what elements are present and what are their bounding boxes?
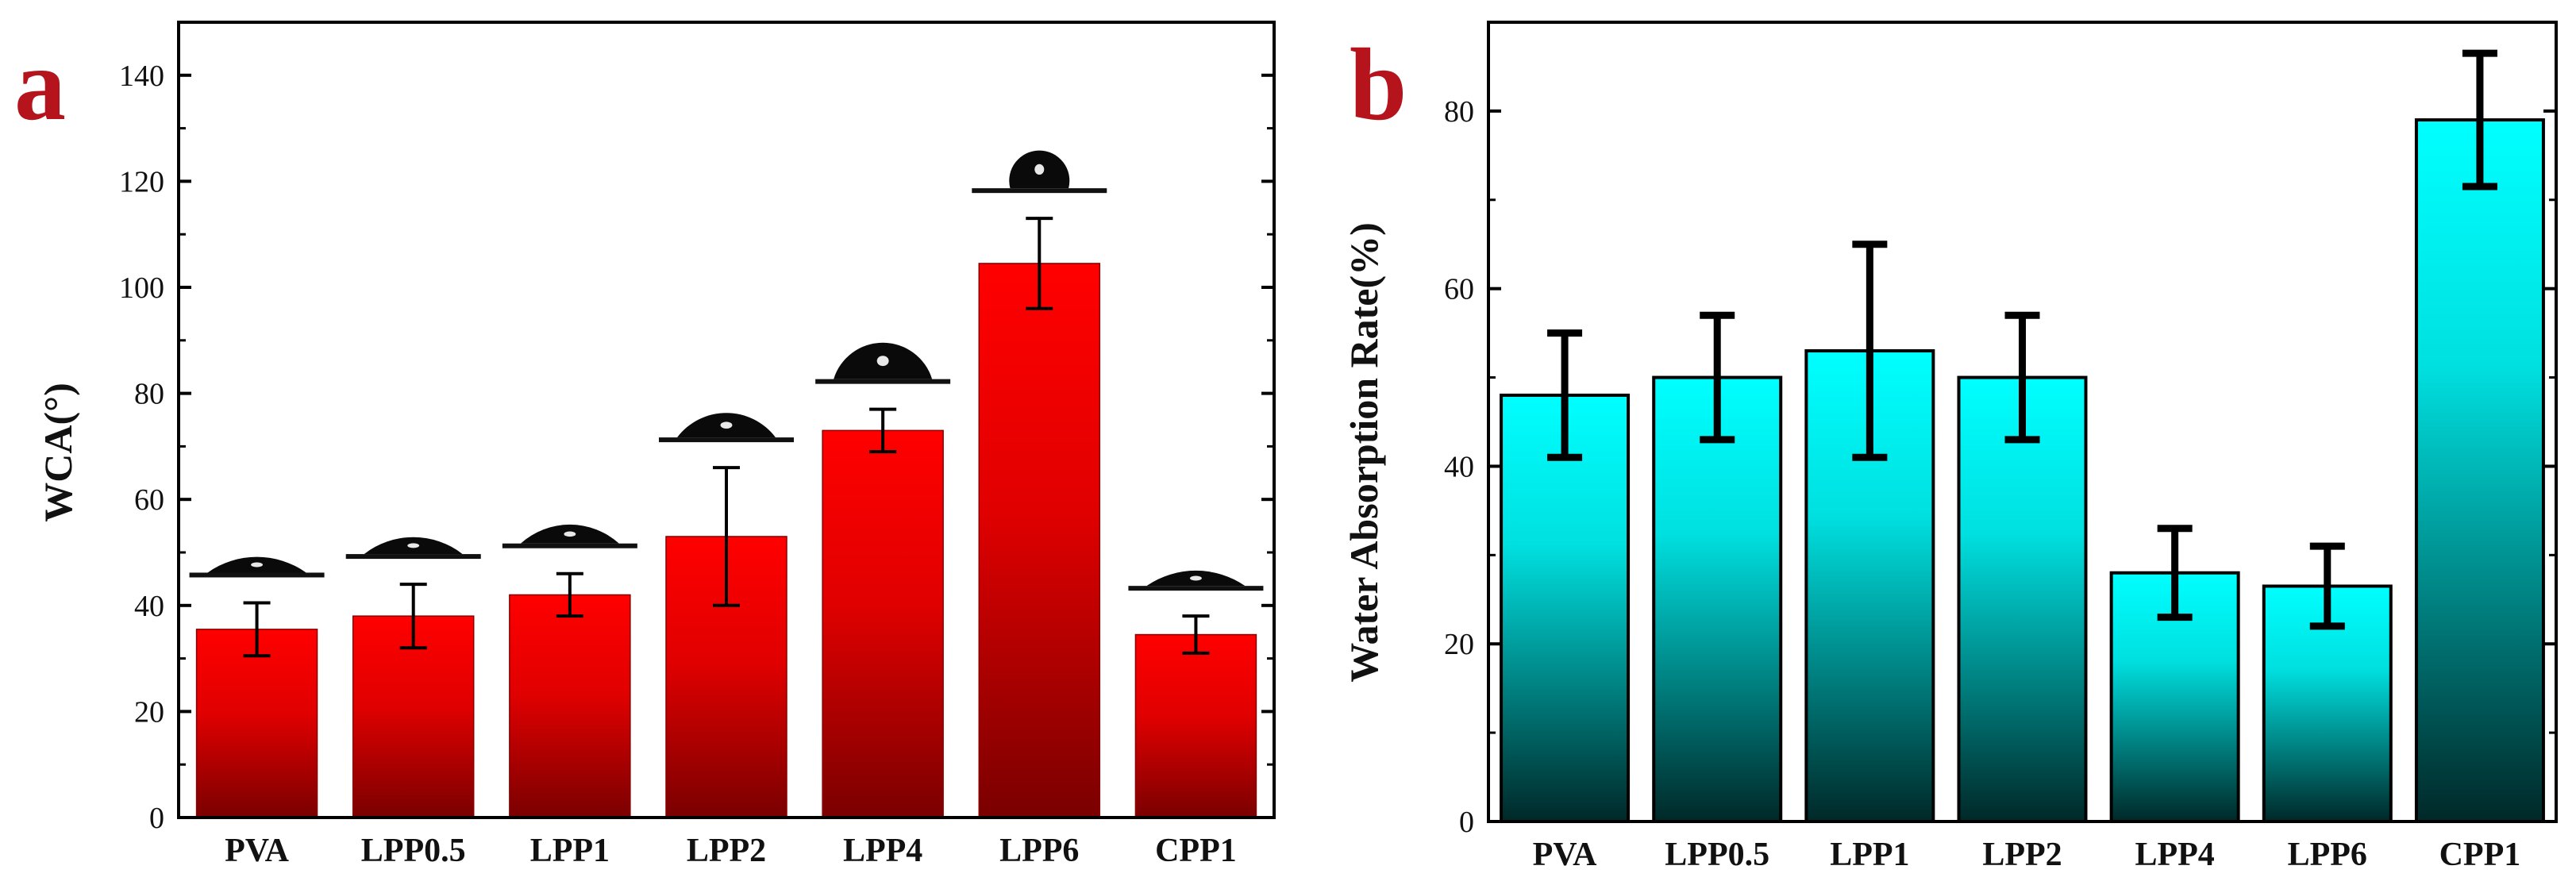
droplet-highlight — [1034, 164, 1045, 175]
a-y-tick-label: 100 — [119, 271, 164, 305]
panel-b-bars — [1500, 118, 2545, 824]
a-x-tick-label: LPP1 — [530, 833, 610, 869]
b-bar-pva — [1500, 393, 1631, 823]
b-x-tick-label: PVA — [1533, 837, 1598, 873]
droplet-substrate — [1128, 586, 1264, 591]
panel-b-y-axis-title: Water Absorption Rate(%) — [1342, 222, 1386, 683]
droplet-image — [189, 556, 325, 578]
panel-b-y-ticks: 0 20 40 60 80 — [1444, 95, 2556, 839]
droplet-substrate — [345, 554, 481, 560]
b-x-tick-label: LPP6 — [2288, 837, 2367, 873]
droplet-image — [815, 342, 951, 384]
panel-a-bars — [195, 263, 1257, 818]
droplet-highlight — [720, 421, 733, 429]
a-x-tick-label: LPP6 — [999, 833, 1079, 869]
droplet-highlight — [1189, 575, 1202, 581]
a-y-tick-label: 0 — [149, 802, 164, 835]
droplet-substrate — [502, 543, 637, 548]
a-bar-lpp1 — [509, 594, 631, 818]
droplet-image — [659, 413, 794, 443]
panel-b-letter: b — [1350, 28, 1407, 142]
a-y-tick-label: 40 — [134, 590, 164, 623]
droplet-image — [972, 150, 1107, 194]
a-bar-lpp4 — [822, 429, 944, 818]
panel-b-chart: b Water Absorption Rate(%) 0 20 40 60 80 PVA… — [1342, 21, 2558, 873]
b-bar-cpp1 — [2414, 118, 2545, 824]
b-x-tick-label: LPP2 — [1982, 837, 2062, 873]
panel-a-y-axis-title: WCA(°) — [36, 383, 80, 522]
droplet-substrate — [189, 572, 325, 578]
panel-a-plot-frame — [177, 21, 1276, 819]
droplet-highlight — [407, 543, 420, 548]
a-y-tick-label: 60 — [134, 483, 164, 517]
b-x-tick-label: LPP0.5 — [1665, 837, 1769, 873]
a-bar-lpp6 — [978, 263, 1101, 818]
droplet-highlight — [876, 356, 889, 367]
panel-a-x-tick-labels: PVA LPP0.5 LPP1 LPP2 LPP4 LPP6 CPP1 — [225, 833, 1237, 869]
a-y-tick-label: 120 — [119, 165, 164, 198]
droplet-highlight — [564, 531, 576, 537]
b-y-tick-label: 20 — [1444, 628, 1474, 661]
a-bar-pva — [195, 629, 318, 818]
droplet-highlight — [251, 562, 264, 568]
b-x-tick-label: LPP1 — [1830, 837, 1909, 873]
droplet-substrate — [659, 437, 794, 443]
droplet-image — [345, 537, 481, 560]
a-x-tick-label: LPP0.5 — [361, 833, 466, 869]
a-x-tick-label: LPP2 — [687, 833, 766, 869]
panel-a-droplet-insets — [189, 150, 1264, 591]
droplet-substrate — [972, 188, 1107, 194]
a-y-tick-label: 80 — [134, 378, 164, 411]
a-y-tick-label: 20 — [134, 695, 164, 729]
b-y-tick-label: 60 — [1444, 273, 1474, 306]
b-bar-lpp0-5 — [1652, 375, 1783, 823]
panel-a-letter: a — [14, 28, 66, 142]
panel-a-chart: a WCA(°) 0 20 40 60 80 100 120 140 PVA LPP0.5 LPP… — [14, 21, 1276, 869]
a-x-tick-label: PVA — [225, 833, 290, 869]
a-bar-cpp1 — [1134, 633, 1257, 818]
b-x-tick-label: CPP1 — [2439, 837, 2521, 873]
panel-a-y-ticks: 0 20 40 60 80 100 120 140 — [119, 60, 1274, 835]
a-y-tick-label: 140 — [119, 60, 164, 93]
b-y-tick-label: 0 — [1459, 806, 1474, 839]
droplet-substrate — [815, 379, 951, 384]
panel-b-x-tick-labels: PVA LPP0.5 LPP1 LPP2 LPP4 LPP6 CPP1 — [1533, 837, 2521, 873]
b-bar-lpp2 — [1957, 375, 2088, 823]
droplet-image — [502, 524, 637, 548]
a-x-tick-label: CPP1 — [1155, 833, 1237, 869]
panel-b-error-bars — [1547, 49, 2497, 630]
panel-b-plot-frame — [1487, 21, 2558, 823]
droplet-image — [1128, 570, 1264, 591]
a-bar-lpp0-5 — [352, 615, 475, 818]
b-y-tick-label: 40 — [1444, 450, 1474, 483]
b-y-tick-label: 80 — [1444, 95, 1474, 129]
panel-a-error-bars — [243, 217, 1210, 658]
b-x-tick-label: LPP4 — [2135, 837, 2214, 873]
a-x-tick-label: LPP4 — [843, 833, 922, 869]
